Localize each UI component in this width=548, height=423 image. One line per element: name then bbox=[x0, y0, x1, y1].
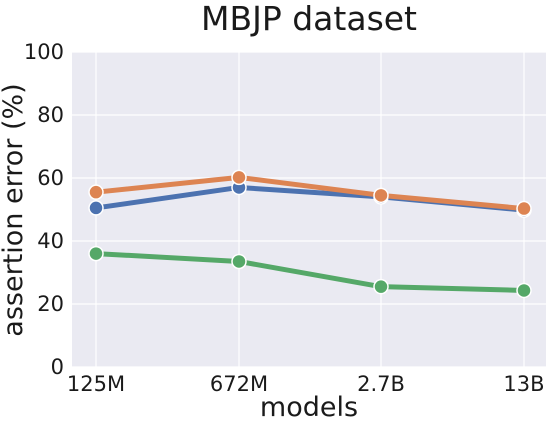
data-point bbox=[373, 187, 389, 204]
x-tick-label: 672M bbox=[210, 372, 268, 396]
x-tick-label: 2.7B bbox=[357, 372, 405, 396]
plot-background bbox=[72, 52, 546, 367]
data-point bbox=[88, 200, 104, 216]
data-point bbox=[88, 184, 104, 200]
series-line bbox=[93, 174, 527, 212]
data-point bbox=[231, 253, 247, 270]
y-tick-label: 100 bbox=[24, 40, 64, 64]
x-tick-label: 125M bbox=[67, 372, 125, 396]
series-layer bbox=[88, 169, 532, 299]
x-tick-labels: 125M 672M 2.7B 13B bbox=[67, 372, 545, 396]
series-3 bbox=[88, 245, 532, 299]
y-tick-label: 20 bbox=[37, 292, 64, 316]
y-axis-label: assertion error (%) bbox=[0, 83, 29, 336]
data-point bbox=[373, 278, 389, 295]
y-tick-label: 0 bbox=[51, 355, 64, 379]
y-tick-label: 40 bbox=[37, 229, 64, 253]
data-point bbox=[516, 282, 532, 299]
y-gridlines bbox=[72, 51, 546, 368]
data-point bbox=[516, 200, 532, 217]
y-tick-label: 60 bbox=[37, 166, 64, 190]
data-point bbox=[231, 169, 247, 186]
series-line bbox=[93, 251, 527, 293]
x-tick-label: 13B bbox=[503, 372, 544, 396]
data-point bbox=[88, 245, 104, 262]
series-2 bbox=[88, 169, 532, 217]
y-tick-label: 80 bbox=[37, 103, 64, 127]
x-axis-label: models bbox=[260, 392, 358, 423]
y-tick-labels: 0 20 40 60 80 100 bbox=[24, 40, 64, 379]
chart-title: MBJP dataset bbox=[201, 0, 417, 38]
